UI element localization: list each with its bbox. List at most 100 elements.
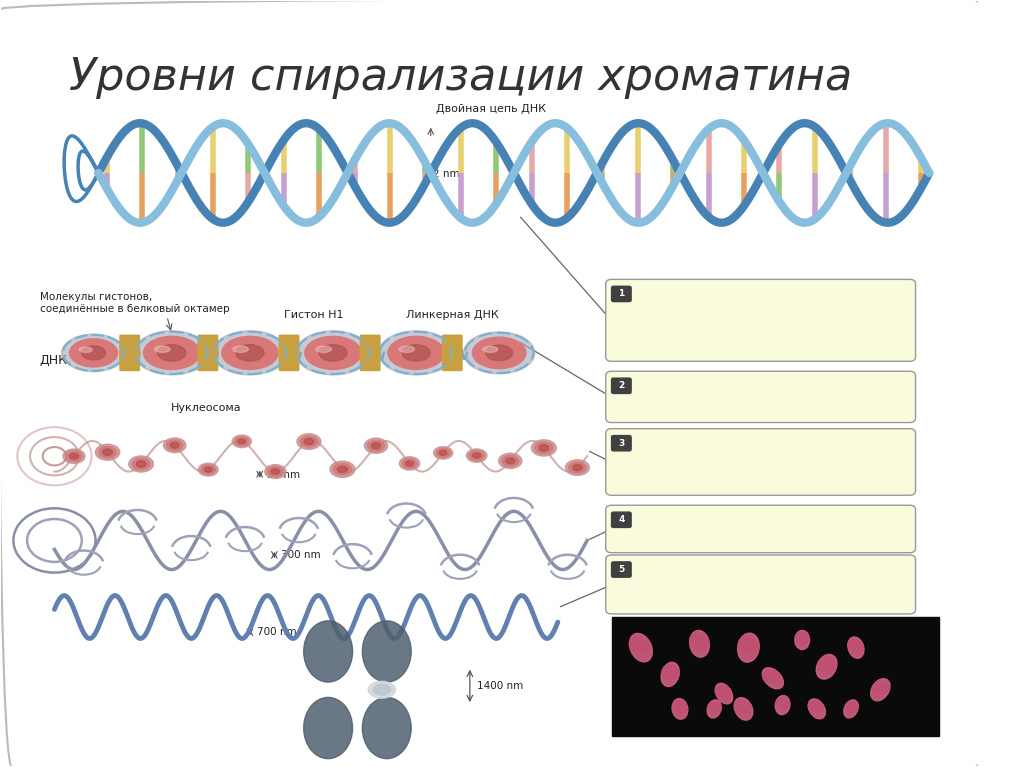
Ellipse shape <box>296 331 371 375</box>
Ellipse shape <box>565 459 590 476</box>
Ellipse shape <box>734 700 752 713</box>
Ellipse shape <box>502 456 519 466</box>
Ellipse shape <box>199 463 218 476</box>
Ellipse shape <box>708 700 721 718</box>
Ellipse shape <box>709 702 721 713</box>
Ellipse shape <box>238 439 246 444</box>
Ellipse shape <box>95 444 120 460</box>
Ellipse shape <box>300 436 317 447</box>
Ellipse shape <box>402 344 430 361</box>
Bar <box>611 617 939 736</box>
Ellipse shape <box>848 637 864 658</box>
FancyBboxPatch shape <box>606 555 915 614</box>
Ellipse shape <box>70 339 118 367</box>
FancyBboxPatch shape <box>611 378 631 393</box>
Ellipse shape <box>143 337 200 370</box>
Ellipse shape <box>818 657 837 672</box>
Ellipse shape <box>70 453 79 459</box>
Ellipse shape <box>672 701 687 713</box>
Ellipse shape <box>845 702 858 713</box>
Ellipse shape <box>630 634 652 662</box>
Ellipse shape <box>267 466 283 476</box>
Text: Нуклеосомы соединяются: Нуклеосомы соединяются <box>639 390 802 403</box>
Ellipse shape <box>167 440 183 450</box>
Ellipse shape <box>297 433 321 449</box>
Text: Молекулы гистонов,
соединённые в белковый октамер: Молекулы гистонов, соединённые в белковы… <box>40 292 229 314</box>
FancyBboxPatch shape <box>120 335 139 370</box>
Text: 2 nm: 2 nm <box>433 170 460 179</box>
FancyBboxPatch shape <box>606 279 915 361</box>
Text: Суперспираль формирует
хроматиду хромосомы.: Суперспираль формирует хроматиду хромосо… <box>639 570 802 599</box>
Ellipse shape <box>304 621 352 682</box>
Ellipse shape <box>738 637 759 653</box>
Text: ДНК: ДНК <box>40 354 68 367</box>
Ellipse shape <box>535 442 553 454</box>
Ellipse shape <box>82 346 105 360</box>
Ellipse shape <box>63 449 85 463</box>
Ellipse shape <box>338 466 347 472</box>
Ellipse shape <box>102 449 113 456</box>
Ellipse shape <box>399 346 415 352</box>
FancyBboxPatch shape <box>611 286 631 301</box>
Ellipse shape <box>330 461 355 477</box>
Ellipse shape <box>485 345 513 360</box>
Text: Гистон Н1: Гистон Н1 <box>284 310 344 320</box>
Ellipse shape <box>808 699 825 719</box>
Ellipse shape <box>539 445 549 451</box>
Ellipse shape <box>531 439 556 456</box>
Ellipse shape <box>663 665 679 680</box>
Ellipse shape <box>265 465 286 479</box>
Ellipse shape <box>763 670 780 683</box>
Ellipse shape <box>362 697 412 759</box>
FancyBboxPatch shape <box>606 429 915 495</box>
Ellipse shape <box>436 449 451 457</box>
Ellipse shape <box>483 347 498 353</box>
Ellipse shape <box>689 634 709 649</box>
Ellipse shape <box>158 344 185 361</box>
Ellipse shape <box>155 346 170 352</box>
Ellipse shape <box>368 440 385 451</box>
Ellipse shape <box>406 461 414 466</box>
Ellipse shape <box>236 344 264 361</box>
Ellipse shape <box>204 467 212 472</box>
Ellipse shape <box>499 453 522 469</box>
Ellipse shape <box>433 446 453 459</box>
Ellipse shape <box>232 435 251 448</box>
Ellipse shape <box>630 637 651 653</box>
Ellipse shape <box>808 702 823 713</box>
Ellipse shape <box>222 337 279 370</box>
Ellipse shape <box>132 458 151 469</box>
Ellipse shape <box>271 469 280 474</box>
Text: 30 nm: 30 nm <box>266 469 300 479</box>
Ellipse shape <box>136 461 146 467</box>
Ellipse shape <box>467 449 486 463</box>
Ellipse shape <box>776 698 790 709</box>
Ellipse shape <box>816 654 837 679</box>
Text: Появляются петли и изгибы.: Появляются петли и изгибы. <box>639 522 818 535</box>
Text: 700 nm: 700 nm <box>257 627 296 637</box>
Ellipse shape <box>873 681 890 695</box>
Ellipse shape <box>379 331 454 375</box>
Ellipse shape <box>715 686 731 697</box>
Ellipse shape <box>439 450 446 456</box>
Text: Нуклеосомная нить обра-
зует спираль - соленоид: Нуклеосомная нить обра- зует спираль - с… <box>639 447 799 476</box>
Text: Двойная цепь ДНК: Двойная цепь ДНК <box>435 104 546 114</box>
Ellipse shape <box>129 456 154 472</box>
FancyBboxPatch shape <box>280 335 299 370</box>
Text: 4: 4 <box>618 515 625 525</box>
Ellipse shape <box>318 344 347 361</box>
FancyBboxPatch shape <box>198 335 218 370</box>
Ellipse shape <box>469 451 484 460</box>
Ellipse shape <box>212 331 288 375</box>
Ellipse shape <box>232 346 249 352</box>
Ellipse shape <box>305 337 361 370</box>
Ellipse shape <box>334 463 351 475</box>
Ellipse shape <box>234 437 249 446</box>
Ellipse shape <box>472 337 526 369</box>
Ellipse shape <box>61 334 126 372</box>
Ellipse shape <box>796 633 809 644</box>
Ellipse shape <box>79 347 92 353</box>
Ellipse shape <box>775 696 790 715</box>
FancyBboxPatch shape <box>611 562 631 578</box>
Ellipse shape <box>464 332 535 374</box>
